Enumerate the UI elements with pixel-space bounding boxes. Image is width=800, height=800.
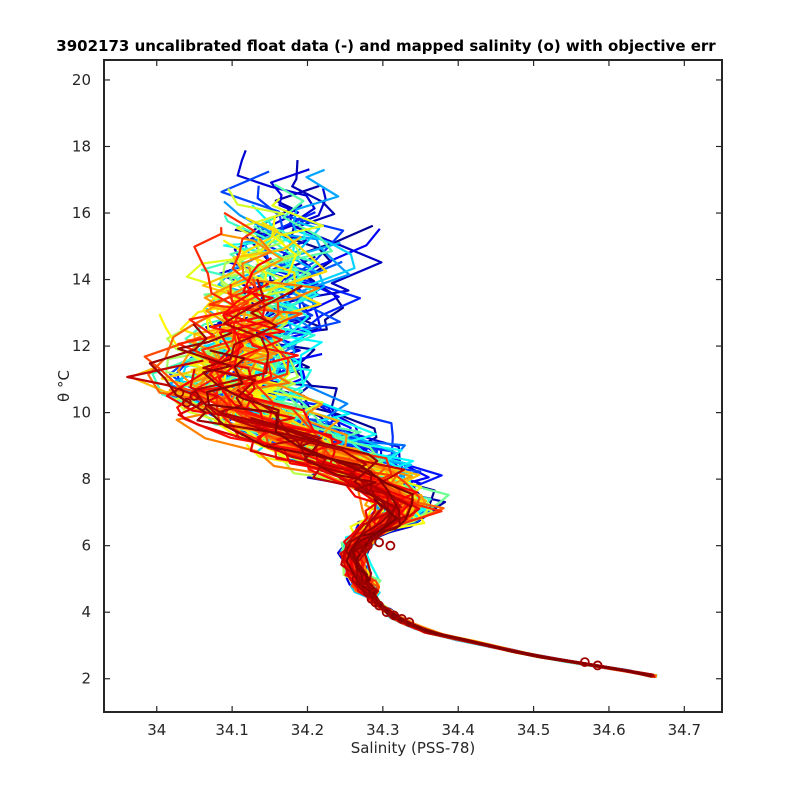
y-tick-label: 16	[72, 204, 91, 222]
x-tick-label: 34.2	[291, 721, 324, 739]
x-tick-label: 34.4	[442, 721, 475, 739]
x-tick-label: 34.3	[366, 721, 399, 739]
mapped-salinity-markers	[174, 387, 603, 671]
profile-line	[245, 443, 650, 676]
x-axis: 34 34.1 34.2 34.3 34.4 34.5 34.6 34.7	[147, 60, 701, 739]
x-axis-label: Salinity (PSS-78)	[351, 739, 476, 757]
y-axis: 2 4 6 8 10 12 14 16 18 20	[72, 71, 722, 688]
mapped-salinity-marker	[592, 660, 603, 671]
y-tick-label: 12	[72, 337, 91, 355]
profile-line	[218, 317, 653, 678]
y-tick-label: 4	[81, 603, 91, 621]
x-tick-label: 34.6	[592, 721, 625, 739]
y-tick-label: 8	[81, 470, 91, 488]
x-tick-label: 34.1	[215, 721, 248, 739]
y-tick-label: 6	[81, 537, 91, 555]
mapped-salinity-marker	[182, 397, 192, 408]
y-tick-label: 10	[72, 404, 91, 422]
y-axis-label: θ °C	[55, 370, 73, 402]
mapped-salinity-marker	[351, 574, 362, 584]
mapped-salinity-marker	[197, 401, 207, 411]
profile-line	[241, 290, 654, 678]
x-tick-label: 34.5	[517, 721, 550, 739]
plot-frame	[103, 59, 723, 713]
profile-line	[355, 498, 653, 677]
mapped-salinity-marker	[189, 391, 200, 401]
mapped-salinity-marker	[362, 540, 373, 551]
x-tick-label: 34.7	[668, 721, 701, 739]
profile-lines	[126, 150, 658, 679]
y-tick-label: 14	[72, 271, 91, 289]
mapped-salinity-marker	[381, 607, 392, 618]
profile-line	[248, 287, 648, 676]
chart-title: 3902173 uncalibrated float data (-) and …	[56, 37, 716, 55]
mapped-salinity-marker	[385, 540, 396, 551]
y-tick-label: 18	[72, 137, 91, 155]
y-tick-label: 2	[81, 670, 91, 688]
mapped-salinity-marker	[174, 387, 185, 398]
y-tick-label: 20	[72, 71, 91, 89]
mapped-salinity-marker	[579, 657, 590, 668]
x-tick-label: 34	[147, 721, 166, 739]
mapped-salinity-marker	[374, 537, 384, 548]
profile-line	[235, 299, 642, 675]
profile-line	[204, 407, 652, 678]
